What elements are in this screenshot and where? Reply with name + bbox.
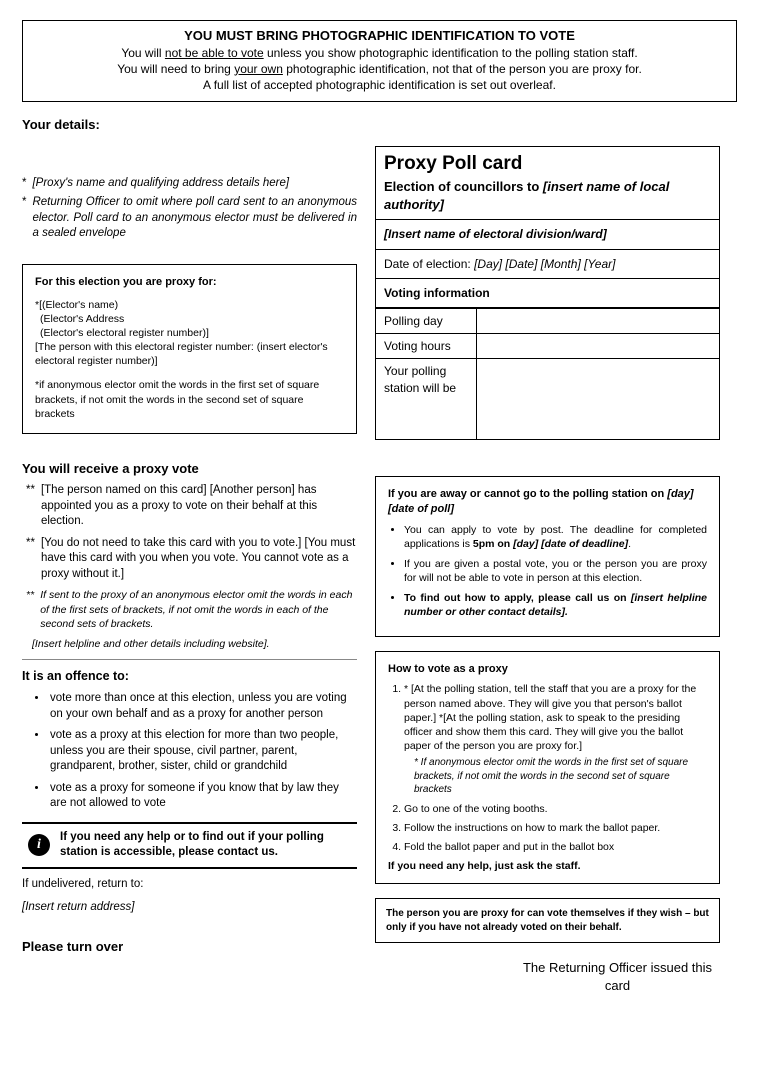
offence-list: vote more than once at this election, un… xyxy=(48,691,357,812)
info-icon: i xyxy=(28,834,50,856)
proxy-for-box: For this election you are proxy for: *[(… xyxy=(22,264,357,434)
polling-day-label: Polling day xyxy=(376,308,476,333)
away-title: If you are away or cannot go to the poll… xyxy=(388,487,707,517)
table-row: Voting hours xyxy=(376,334,719,359)
elector-reg-alt: [The person with this electoral register… xyxy=(35,340,344,368)
elector-address: (Elector's Address xyxy=(35,312,344,326)
proxy-name-placeholder: * [Proxy's name and qualifying address d… xyxy=(22,176,357,192)
howto-box: How to vote as a proxy * [At the polling… xyxy=(375,651,720,885)
offence-item: vote as a proxy at this election for mor… xyxy=(48,728,357,775)
right-column: Proxy Poll card Election of councillors … xyxy=(375,146,720,440)
howto-step-3: Follow the instructions on how to mark t… xyxy=(404,821,707,835)
offence-item: vote more than once at this election, un… xyxy=(48,691,357,722)
ward-row: [Insert name of electoral division/ward] xyxy=(376,220,719,249)
offence-heading: It is an offence to: xyxy=(22,668,357,685)
away-item-postal: If you are given a postal vote, you or t… xyxy=(404,557,707,585)
date-row: Date of election: [Day] [Date] [Month] [… xyxy=(376,250,719,279)
howto-step-1: * [At the polling station, tell the staf… xyxy=(404,682,707,796)
left-lower: You will receive a proxy vote **[The per… xyxy=(22,440,357,995)
table-row: Polling day xyxy=(376,308,719,333)
notice-line-3: A full list of accepted photographic ide… xyxy=(37,77,722,93)
away-item-post: You can apply to vote by post. The deadl… xyxy=(404,523,707,551)
return-address: [Insert return address] xyxy=(22,900,357,916)
polling-station-value xyxy=(476,359,719,439)
helpline-placeholder: [Insert helpline and other details inclu… xyxy=(32,637,357,651)
poll-card: Proxy Poll card Election of councillors … xyxy=(375,146,720,440)
notice-line-2: You will need to bring your own photogra… xyxy=(37,61,722,77)
divider xyxy=(22,659,357,660)
left-column: * [Proxy's name and qualifying address d… xyxy=(22,146,357,440)
howto-footer: If you need any help, just ask the staff… xyxy=(388,859,707,873)
receive-note: **If sent to the proxy of an anonymous e… xyxy=(26,588,357,631)
proxy-for-note: *if anonymous elector omit the words in … xyxy=(35,378,344,421)
away-item-findout: To find out how to apply, please call us… xyxy=(404,591,707,619)
howto-title: How to vote as a proxy xyxy=(388,662,707,677)
notice-line-1: You will not be able to vote unless you … xyxy=(37,45,722,61)
poll-card-title: Proxy Poll card xyxy=(376,147,719,179)
receive-p1: **[The person named on this card] [Anoth… xyxy=(26,483,357,530)
away-box: If you are away or cannot go to the poll… xyxy=(375,476,720,637)
howto-step-4: Fold the ballot paper and put in the bal… xyxy=(404,840,707,854)
polling-station-label: Your polling station will be xyxy=(376,359,476,439)
receive-heading: You will receive a proxy vote xyxy=(22,460,357,478)
offence-item: vote as a proxy for someone if you know … xyxy=(48,781,357,812)
elector-name: *[(Elector's name) xyxy=(35,298,344,312)
table-row: Your polling station will be xyxy=(376,359,719,439)
right-lower: If you are away or cannot go to the poll… xyxy=(375,476,720,995)
undelivered-label: If undelivered, return to: xyxy=(22,877,357,893)
notice-title: YOU MUST BRING PHOTOGRAPHIC IDENTIFICATI… xyxy=(37,27,722,45)
voting-info-table: Polling day Voting hours Your polling st… xyxy=(376,308,719,439)
issued-by: The Returning Officer issued this card xyxy=(515,959,720,994)
returning-officer-note: * Returning Officer to omit where poll c… xyxy=(22,195,357,242)
howto-step1-note: * If anonymous elector omit the words in… xyxy=(414,756,707,797)
your-details-heading: Your details: xyxy=(22,116,737,134)
help-bar: i If you need any help or to find out if… xyxy=(22,822,357,869)
howto-step-2: Go to one of the voting booths. xyxy=(404,802,707,816)
final-note-box: The person you are proxy for can vote th… xyxy=(375,898,720,943)
poll-card-subtitle: Election of councillors to [insert name … xyxy=(376,178,719,220)
elector-reg-number: (Elector's electoral register number)] xyxy=(35,326,344,340)
please-turn-over: Please turn over xyxy=(22,938,357,956)
proxy-for-title: For this election you are proxy for: xyxy=(35,275,344,290)
voting-hours-label: Voting hours xyxy=(376,334,476,359)
voting-info-header: Voting information xyxy=(376,279,719,308)
id-notice-box: YOU MUST BRING PHOTOGRAPHIC IDENTIFICATI… xyxy=(22,20,737,102)
voting-hours-value xyxy=(476,334,719,359)
polling-day-value xyxy=(476,308,719,333)
help-text: If you need any help or to find out if y… xyxy=(60,830,351,861)
receive-p2: **[You do not need to take this card wit… xyxy=(26,536,357,583)
